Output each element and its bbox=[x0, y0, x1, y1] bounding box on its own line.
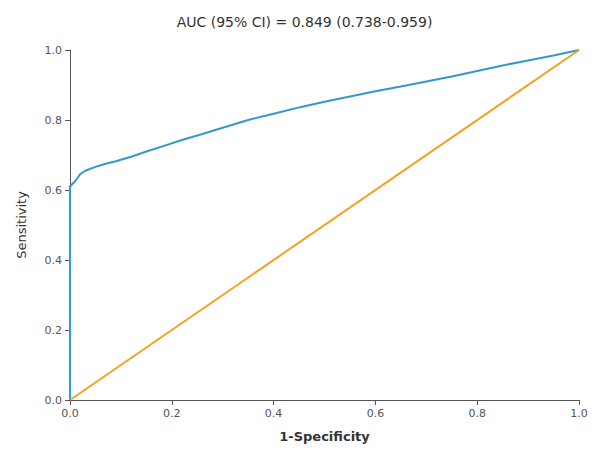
svg-text:0.4: 0.4 bbox=[265, 407, 283, 420]
svg-text:0.0: 0.0 bbox=[45, 394, 63, 407]
svg-text:0.2: 0.2 bbox=[163, 407, 181, 420]
svg-text:0.8: 0.8 bbox=[45, 114, 63, 127]
svg-text:0.0: 0.0 bbox=[61, 407, 79, 420]
svg-text:1-Specificity: 1-Specificity bbox=[279, 429, 370, 444]
svg-text:0.6: 0.6 bbox=[367, 407, 385, 420]
svg-text:0.6: 0.6 bbox=[45, 184, 63, 197]
svg-text:1.0: 1.0 bbox=[45, 44, 63, 57]
svg-text:AUC (95% CI) = 0.849 (0.738-0.: AUC (95% CI) = 0.849 (0.738-0.959) bbox=[177, 14, 433, 30]
svg-text:0.2: 0.2 bbox=[45, 324, 63, 337]
svg-text:Sensitivity: Sensitivity bbox=[14, 191, 29, 259]
svg-text:0.4: 0.4 bbox=[45, 254, 63, 267]
svg-text:1.0: 1.0 bbox=[570, 407, 588, 420]
svg-text:0.8: 0.8 bbox=[468, 407, 486, 420]
